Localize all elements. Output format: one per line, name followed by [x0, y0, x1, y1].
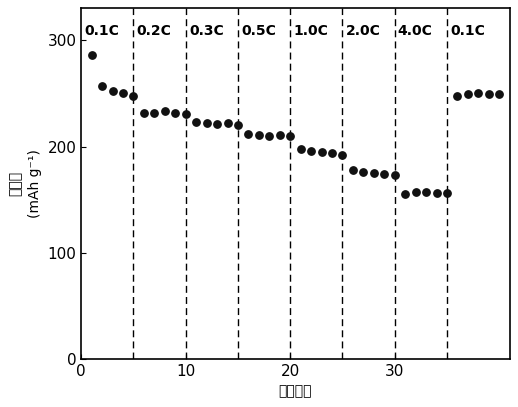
- Point: [380, 171, 388, 177]
- Point: [244, 131, 253, 137]
- Point: [140, 109, 148, 116]
- Point: [474, 90, 482, 96]
- X-axis label: 循环圈数: 循环圈数: [279, 385, 312, 399]
- Point: [318, 149, 326, 155]
- Text: 4.0C: 4.0C: [398, 24, 433, 38]
- Point: [443, 190, 451, 197]
- Point: [485, 91, 493, 98]
- Point: [234, 122, 242, 129]
- Point: [130, 92, 138, 99]
- Point: [422, 189, 430, 195]
- Text: 0.2C: 0.2C: [137, 24, 171, 38]
- Point: [161, 108, 169, 115]
- Point: [119, 90, 127, 96]
- Text: 0.3C: 0.3C: [189, 24, 224, 38]
- Point: [88, 52, 96, 58]
- Point: [495, 91, 503, 98]
- Y-axis label: 比容量
(mAh g⁻¹): 比容量 (mAh g⁻¹): [8, 149, 42, 218]
- Text: 0.1C: 0.1C: [450, 24, 485, 38]
- Text: 2.0C: 2.0C: [346, 24, 381, 38]
- Point: [171, 109, 179, 116]
- Point: [370, 170, 378, 176]
- Text: 0.1C: 0.1C: [84, 24, 119, 38]
- Point: [276, 131, 284, 138]
- Point: [286, 133, 294, 139]
- Point: [265, 133, 274, 139]
- Point: [453, 92, 462, 99]
- Point: [98, 83, 106, 89]
- Point: [213, 121, 221, 127]
- Text: 0.5C: 0.5C: [241, 24, 276, 38]
- Point: [255, 131, 263, 138]
- Point: [108, 88, 117, 94]
- Point: [338, 152, 347, 158]
- Point: [411, 189, 420, 195]
- Point: [359, 169, 368, 175]
- Point: [307, 148, 315, 154]
- Point: [203, 120, 211, 127]
- Point: [401, 191, 409, 198]
- Point: [464, 91, 472, 98]
- Point: [150, 109, 159, 116]
- Point: [182, 110, 190, 117]
- Point: [391, 172, 399, 179]
- Point: [223, 120, 232, 127]
- Point: [433, 190, 441, 197]
- Point: [328, 150, 336, 156]
- Point: [192, 119, 200, 125]
- Text: 1.0C: 1.0C: [293, 24, 328, 38]
- Point: [349, 167, 357, 173]
- Point: [296, 145, 305, 152]
